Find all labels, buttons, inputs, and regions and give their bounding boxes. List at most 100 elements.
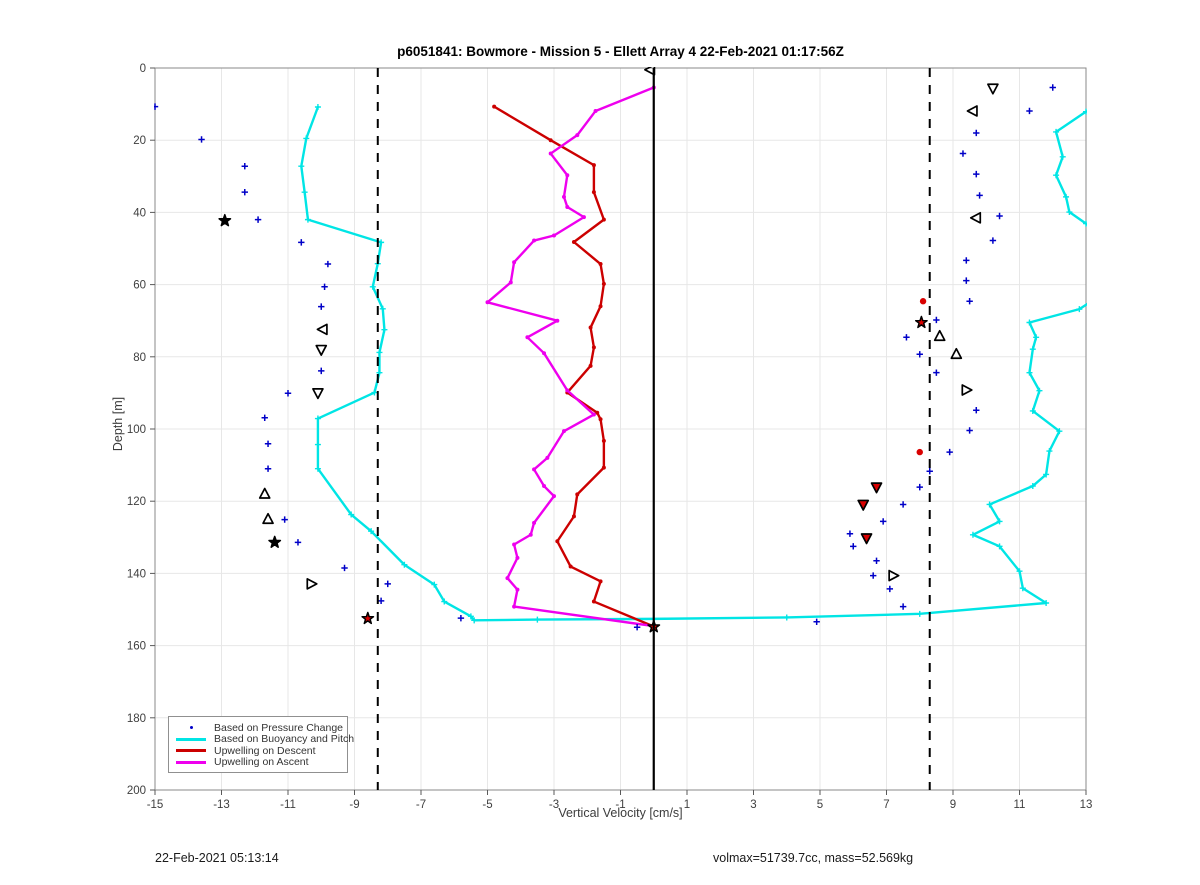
pressure-point-marker (959, 150, 967, 157)
ascent-line-vertex (508, 280, 513, 285)
buoyancy-vertex (1016, 568, 1023, 575)
triangle-marker-up (950, 347, 963, 360)
ascent-line-vertex (591, 412, 596, 417)
descent-line-vertex (591, 345, 596, 350)
buoyancy-vertex (1056, 428, 1063, 435)
y-tick-label: 0 (140, 63, 146, 75)
descent-line-vertex (598, 304, 603, 309)
ascent-line-vertex (561, 194, 566, 199)
ascent-line-vertex (485, 300, 490, 305)
pressure-point-marker (926, 468, 933, 475)
y-tick-label: 160 (127, 641, 146, 653)
ascent-line-vertex (515, 555, 520, 560)
pressure-point-marker (899, 501, 907, 508)
pressure-point-marker (298, 239, 305, 246)
ascent-line-vertex (515, 587, 520, 592)
buoyancy-vertex (431, 581, 438, 588)
buoyancy-vertex (1046, 448, 1053, 455)
buoyancy-vertex (1083, 220, 1087, 227)
legend-label: Upwelling on Descent (214, 744, 316, 757)
x-tick-label: -1 (615, 799, 625, 811)
ascent-line-vertex (542, 484, 547, 489)
ascent-line-vertex (525, 335, 530, 340)
descent-line-vertex (601, 281, 606, 286)
descent-line (492, 105, 655, 628)
legend-label: Based on Buoyancy and Pitch (214, 733, 355, 746)
plot-series (154, 67, 1109, 633)
ascent-line-vertex (528, 532, 533, 537)
buoyancy-vertex (1053, 172, 1060, 179)
triangle-marker-down (312, 388, 324, 400)
pressure-point-marker (916, 351, 923, 358)
legend-entry: Based on Buoyancy and Pitch (173, 733, 354, 745)
legend-line-swatch (173, 757, 209, 767)
ascent-line-vertex (593, 108, 598, 113)
descent-line-vertex (568, 564, 573, 569)
legend-entry: Based on Pressure Change (173, 722, 343, 734)
pressure-point-marker (976, 192, 983, 199)
pressure-point-marker (966, 298, 973, 305)
buoyancy-vertex (1103, 289, 1109, 295)
legend-label: Upwelling on Ascent (214, 756, 309, 769)
pressure-point-marker (873, 557, 880, 564)
ascent-line-vertex (565, 173, 570, 178)
legend-entry: Upwelling on Descent (173, 745, 343, 757)
pressure-point-marker (1049, 84, 1056, 91)
y-tick-label: 60 (133, 280, 146, 292)
ascent-line-vertex (532, 467, 537, 472)
pressure-point-marker (241, 188, 248, 196)
x-tick-label: -9 (349, 799, 359, 811)
pressure-point-marker (264, 465, 272, 472)
descent-line-vertex (595, 410, 600, 415)
buoyancy-vertex (1066, 209, 1073, 216)
buoyancy-vertex (1053, 128, 1060, 135)
buoyancy-vertex (1059, 153, 1066, 160)
pressure-point-marker (850, 543, 857, 550)
timestamp-label: 22-Feb-2021 05:13:14 (155, 851, 279, 865)
pressure-point-marker (377, 597, 385, 605)
pentagram-marker (361, 611, 375, 625)
chart-title: p6051841: Bowmore - Mission 5 - Ellett A… (397, 44, 844, 59)
y-tick-label: 180 (127, 713, 146, 725)
descent-line-vertex (548, 138, 553, 143)
ascent-line-vertex (545, 455, 550, 460)
pressure-point-marker (916, 483, 923, 491)
pressure-point-marker (899, 603, 907, 610)
y-tick-label: 140 (127, 568, 146, 580)
legend-entry: Upwelling on Ascent (173, 756, 343, 769)
buoyancy-vertex (314, 465, 321, 472)
buoyancy-vertex (1026, 369, 1033, 376)
buoyancy-vertex (986, 501, 993, 508)
triangle-marker-down (870, 482, 883, 494)
pressure-point-marker (989, 237, 997, 244)
y-tick-label: 120 (127, 496, 146, 508)
buoyancy-vertex (1029, 407, 1036, 414)
pressure-point-marker (154, 103, 159, 110)
descent-line-vertex (588, 325, 593, 330)
y-tick-label: 100 (127, 424, 146, 436)
pressure-point-marker (318, 303, 325, 310)
pressure-point-marker (261, 414, 268, 422)
buoyancy-vertex (996, 518, 1003, 525)
triangle-marker-up (258, 487, 271, 499)
pentagram-marker (914, 315, 928, 329)
buoyancy-vertex (348, 511, 355, 518)
pressure-point-marker (1026, 107, 1033, 115)
x-tick-label: -5 (482, 799, 492, 811)
buoyancy-vertex (304, 216, 311, 223)
buoyancy-vertex (1076, 306, 1083, 313)
buoyancy-vertex (1043, 471, 1050, 478)
x-tick-label: 5 (817, 799, 823, 811)
buoyancy-vertex (376, 349, 383, 356)
x-tick-label: 3 (750, 799, 756, 811)
pressure-point-marker (324, 260, 332, 268)
y-tick-label: 200 (127, 785, 146, 797)
buoyancy-vertex (1083, 108, 1087, 115)
descent-line-vertex (575, 492, 580, 497)
buoyancy-vertex (376, 369, 383, 376)
pressure-point-marker (933, 316, 940, 324)
buoyancy-vertex (1033, 334, 1040, 341)
triangle-marker-up (933, 329, 946, 342)
descent-line-vertex (598, 579, 603, 584)
